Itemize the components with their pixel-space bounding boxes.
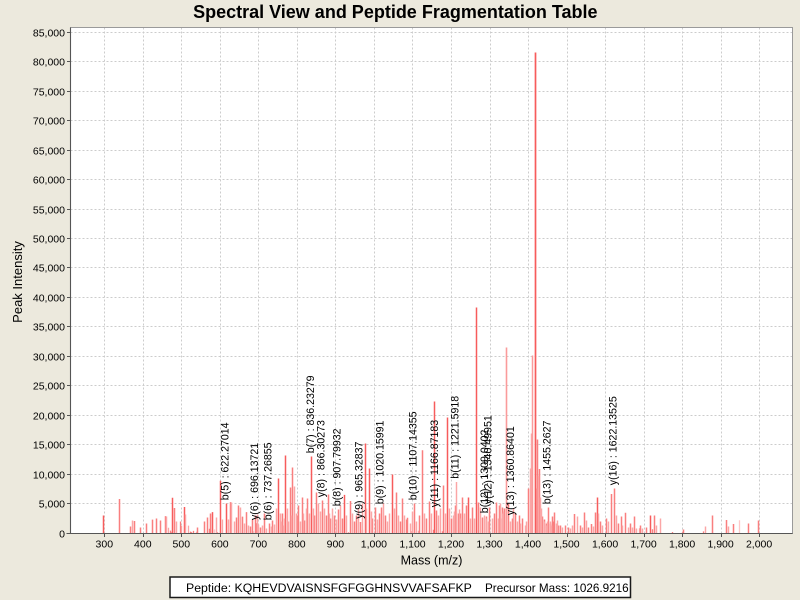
svg-text:b(6) : 737.26855: b(6) : 737.26855 — [263, 442, 275, 520]
svg-text:1,600: 1,600 — [592, 539, 618, 551]
svg-text:1,300: 1,300 — [476, 539, 502, 551]
svg-text:10,000: 10,000 — [33, 469, 65, 481]
svg-text:55,000: 55,000 — [33, 204, 65, 216]
svg-text:b(5) : 622.27014: b(5) : 622.27014 — [220, 422, 232, 500]
svg-text:Peak Intensity: Peak Intensity — [10, 241, 25, 323]
svg-text:20,000: 20,000 — [33, 410, 65, 422]
svg-text:600: 600 — [211, 539, 229, 551]
svg-text:300: 300 — [96, 539, 114, 551]
svg-text:5,000: 5,000 — [39, 498, 65, 510]
svg-text:y(16) : 1622.13525: y(16) : 1622.13525 — [608, 396, 620, 485]
svg-text:60,000: 60,000 — [33, 174, 65, 186]
svg-text:y(12) : 1340.49951: y(12) : 1340.49951 — [483, 415, 495, 504]
svg-text:15,000: 15,000 — [33, 439, 65, 451]
svg-text:400: 400 — [134, 539, 152, 551]
svg-text:y(6) : 696.13721: y(6) : 696.13721 — [249, 443, 261, 520]
svg-text:45,000: 45,000 — [33, 262, 65, 274]
svg-text:b(10) : 1107.14355: b(10) : 1107.14355 — [408, 411, 420, 500]
svg-text:1,100: 1,100 — [399, 539, 425, 551]
svg-text:900: 900 — [327, 539, 345, 551]
svg-text:Peptide: KQHEVDVAISNSFGFGGHNSV: Peptide: KQHEVDVAISNSFGFGGHNSVVAFSAFKP — [186, 581, 472, 595]
svg-text:800: 800 — [288, 539, 306, 551]
svg-text:80,000: 80,000 — [33, 56, 65, 68]
svg-text:1,900: 1,900 — [707, 539, 733, 551]
svg-text:500: 500 — [173, 539, 191, 551]
svg-text:Mass (m/z): Mass (m/z) — [401, 553, 463, 567]
svg-text:b(13) : 1455.2627: b(13) : 1455.2627 — [542, 420, 554, 504]
svg-text:y(11) : 1166.87183: y(11) : 1166.87183 — [429, 420, 441, 507]
svg-text:1,500: 1,500 — [553, 539, 579, 551]
svg-text:65,000: 65,000 — [33, 145, 65, 157]
svg-text:y(13) : 1360.86401: y(13) : 1360.86401 — [505, 426, 517, 515]
svg-text:b(12) : 1309.0402: b(12) : 1309.0402 — [479, 429, 491, 513]
svg-text:0: 0 — [59, 528, 65, 540]
svg-text:y(9) : 965.32837: y(9) : 965.32837 — [354, 441, 366, 518]
svg-text:b(11) : 1221.5918: b(11) : 1221.5918 — [450, 396, 462, 479]
svg-text:70,000: 70,000 — [33, 115, 65, 127]
svg-text:40,000: 40,000 — [33, 292, 65, 304]
svg-text:b(7) : 836.23279: b(7) : 836.23279 — [305, 375, 317, 453]
svg-text:50,000: 50,000 — [33, 233, 65, 245]
svg-text:y(8) : 866.30273: y(8) : 866.30273 — [316, 420, 328, 497]
svg-text:1,200: 1,200 — [438, 539, 464, 551]
svg-text:35,000: 35,000 — [33, 321, 65, 333]
svg-text:1,800: 1,800 — [669, 539, 695, 551]
svg-text:1,700: 1,700 — [630, 539, 656, 551]
svg-text:75,000: 75,000 — [33, 86, 65, 98]
svg-text:1,400: 1,400 — [515, 539, 541, 551]
svg-text:85,000: 85,000 — [33, 27, 65, 39]
svg-text:700: 700 — [250, 539, 268, 551]
svg-text:30,000: 30,000 — [33, 351, 65, 363]
svg-text:b(8) : 907.79932: b(8) : 907.79932 — [332, 428, 344, 506]
svg-text:Spectral View and Peptide Frag: Spectral View and Peptide Fragmentation … — [193, 2, 597, 22]
svg-text:25,000: 25,000 — [33, 380, 65, 392]
svg-text:1,000: 1,000 — [361, 539, 387, 551]
svg-text:2,000: 2,000 — [746, 539, 772, 551]
svg-text:Precursor Mass: 1026.9216: Precursor Mass: 1026.9216 — [485, 582, 629, 595]
svg-text:b(9) : 1020.15991: b(9) : 1020.15991 — [375, 420, 387, 504]
